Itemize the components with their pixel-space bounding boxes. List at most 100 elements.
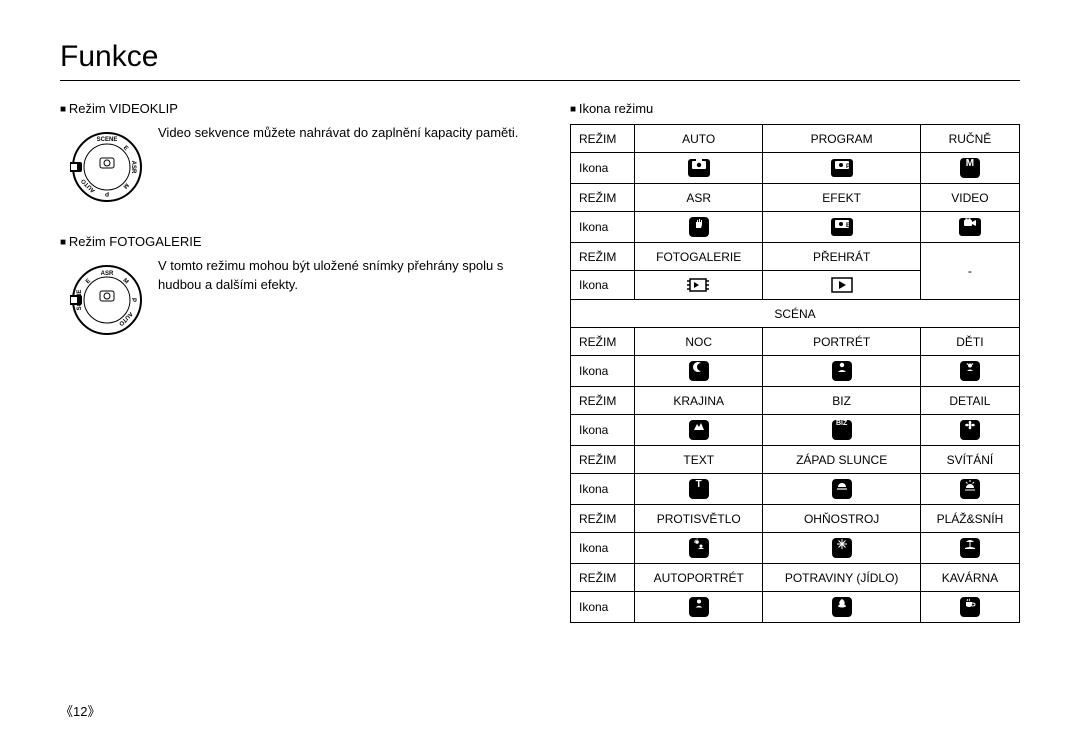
- table-row: Ikona P M: [571, 153, 1020, 184]
- mode-zapad: ZÁPAD SLUNCE: [763, 446, 920, 474]
- svg-text:SCENE: SCENE: [97, 137, 118, 143]
- icon-label: Ikona: [571, 415, 635, 446]
- mode-biz: BIZ: [763, 387, 920, 415]
- table-row: REŽIM TEXT ZÁPAD SLUNCE SVÍTÁNÍ: [571, 446, 1020, 474]
- mode-label: REŽIM: [571, 505, 635, 533]
- mode-label: REŽIM: [571, 125, 635, 153]
- videoklip-block: SCENE E ASR M P AUTO Video sekvence může…: [60, 124, 520, 204]
- auto-icon: [635, 153, 763, 184]
- svg-text:P: P: [130, 298, 136, 302]
- biz-icon: BIZ: [763, 415, 920, 446]
- mode-video: VIDEO: [920, 184, 1019, 212]
- mode-protisvetlo: PROTISVĚTLO: [635, 505, 763, 533]
- svitani-icon: [920, 474, 1019, 505]
- icon-label: Ikona: [571, 153, 635, 184]
- mode-asr: ASR: [635, 184, 763, 212]
- mode-text: TEXT: [635, 446, 763, 474]
- mode-manual: RUČNĚ: [920, 125, 1019, 153]
- table-row: SCÉNA: [571, 300, 1020, 328]
- table-row: REŽIM AUTO PROGRAM RUČNĚ: [571, 125, 1020, 153]
- deti-icon: [920, 356, 1019, 387]
- table-row: Ikona: [571, 533, 1020, 564]
- noc-icon: [635, 356, 763, 387]
- mode-portret: PORTRÉT: [763, 328, 920, 356]
- table-row: REŽIM FOTOGALERIE PŘEHRÁT -: [571, 243, 1020, 271]
- table-row: REŽIM AUTOPORTRÉT POTRAVINY (JÍDLO) KAVÁ…: [571, 564, 1020, 592]
- svg-text:P: P: [105, 190, 109, 196]
- potraviny-icon: [763, 592, 920, 623]
- table-row: REŽIM ASR EFEKT VIDEO: [571, 184, 1020, 212]
- fotogalerie-block: SCENE E ASR M P AUTO V tomto režimu moho…: [60, 257, 520, 337]
- icon-label: Ikona: [571, 212, 635, 243]
- manual-icon: M: [920, 153, 1019, 184]
- table-row: Ikona BIZ: [571, 415, 1020, 446]
- mode-detail: DETAIL: [920, 387, 1019, 415]
- table-row: REŽIM KRAJINA BIZ DETAIL: [571, 387, 1020, 415]
- zapad-icon: [763, 474, 920, 505]
- mode-program: PROGRAM: [763, 125, 920, 153]
- mode-plaz: PLÁŽ&SNÍH: [920, 505, 1019, 533]
- icon-label: Ikona: [571, 533, 635, 564]
- fotogalerie-icon: [635, 271, 763, 300]
- prehrat-icon: [763, 271, 920, 300]
- mode-label: REŽIM: [571, 328, 635, 356]
- icon-label: Ikona: [571, 356, 635, 387]
- table-row: Ikona T: [571, 474, 1020, 505]
- protisvetlo-icon: [635, 533, 763, 564]
- table-row: Ikona E: [571, 212, 1020, 243]
- mode-label: REŽIM: [571, 387, 635, 415]
- mode-label: REŽIM: [571, 446, 635, 474]
- table-row: REŽIM NOC PORTRÉT DĚTI: [571, 328, 1020, 356]
- asr-icon: [635, 212, 763, 243]
- icon-label: Ikona: [571, 474, 635, 505]
- svg-text:ASR: ASR: [101, 271, 114, 277]
- fotogalerie-desc: V tomto režimu mohou být uložené snímky …: [158, 257, 520, 295]
- autoportret-icon: [635, 592, 763, 623]
- icon-label: Ikona: [571, 271, 635, 300]
- program-icon: P: [763, 153, 920, 184]
- mode-efekt: EFEKT: [763, 184, 920, 212]
- content-columns: Režim VIDEOKLIP SCENE E ASR M P AUTO Vid…: [60, 101, 1020, 623]
- kavarna-icon: [920, 592, 1019, 623]
- page-title: Funkce: [60, 40, 1020, 81]
- mode-svitani: SVÍTÁNÍ: [920, 446, 1019, 474]
- mode-icon-table: REŽIM AUTO PROGRAM RUČNĚ Ikona P M REŽIM…: [570, 124, 1020, 623]
- mode-prehrat: PŘEHRÁT: [763, 243, 920, 271]
- right-column: Ikona režimu REŽIM AUTO PROGRAM RUČNĚ Ik…: [570, 101, 1020, 623]
- mode-dial-fotogalerie-icon: SCENE E ASR M P AUTO: [70, 263, 144, 337]
- mode-deti: DĚTI: [920, 328, 1019, 356]
- mode-icon-heading: Ikona režimu: [570, 101, 1020, 116]
- ohnostroj-icon: [763, 533, 920, 564]
- mode-autoportret: AUTOPORTRÉT: [635, 564, 763, 592]
- video-icon: [920, 212, 1019, 243]
- left-column: Režim VIDEOKLIP SCENE E ASR M P AUTO Vid…: [60, 101, 520, 623]
- svg-text:P: P: [846, 164, 849, 169]
- videoklip-heading: Režim VIDEOKLIP: [60, 101, 520, 116]
- mode-kavarna: KAVÁRNA: [920, 564, 1019, 592]
- mode-potraviny: POTRAVINY (JÍDLO): [763, 564, 920, 592]
- krajina-icon: [635, 415, 763, 446]
- table-row: Ikona: [571, 356, 1020, 387]
- scena-header: SCÉNA: [571, 300, 1020, 328]
- portret-icon: [763, 356, 920, 387]
- mode-label: REŽIM: [571, 184, 635, 212]
- icon-label: Ikona: [571, 592, 635, 623]
- svg-text:E: E: [846, 223, 849, 228]
- text-icon: T: [635, 474, 763, 505]
- mode-krajina: KRAJINA: [635, 387, 763, 415]
- page-number: 12: [60, 701, 101, 720]
- mode-noc: NOC: [635, 328, 763, 356]
- table-row: Ikona: [571, 592, 1020, 623]
- empty-cell: -: [920, 243, 1019, 300]
- videoklip-desc: Video sekvence můžete nahrávat do zaplně…: [158, 124, 518, 143]
- detail-icon: [920, 415, 1019, 446]
- mode-dial-videoklip-icon: SCENE E ASR M P AUTO: [70, 130, 144, 204]
- mode-label: REŽIM: [571, 243, 635, 271]
- efekt-icon: E: [763, 212, 920, 243]
- mode-fotogalerie: FOTOGALERIE: [635, 243, 763, 271]
- fotogalerie-heading: Režim FOTOGALERIE: [60, 234, 520, 249]
- plaz-icon: [920, 533, 1019, 564]
- mode-label: REŽIM: [571, 564, 635, 592]
- mode-auto: AUTO: [635, 125, 763, 153]
- svg-text:ASR: ASR: [130, 161, 136, 174]
